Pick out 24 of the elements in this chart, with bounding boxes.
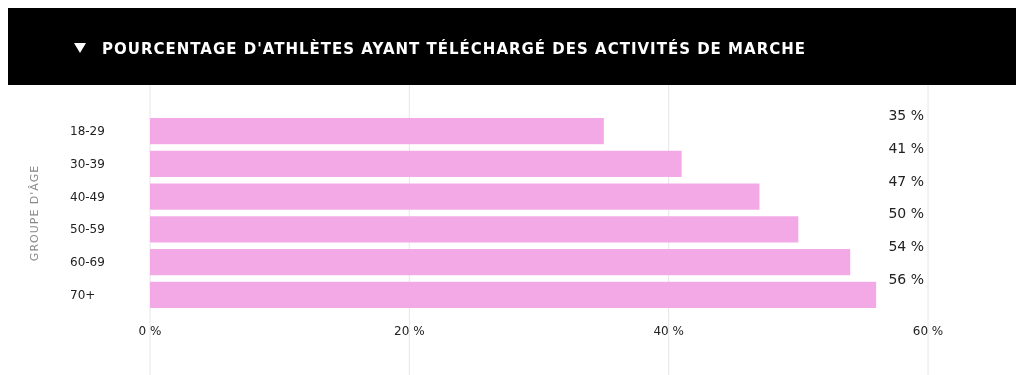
data-label: 50 % bbox=[888, 205, 924, 222]
x-tick-label: 0 % bbox=[138, 324, 162, 338]
data-label: 54 % bbox=[888, 238, 924, 255]
bar bbox=[150, 183, 760, 210]
bar bbox=[150, 249, 851, 276]
chart-title: POURCENTAGE D'ATHLÈTES AYANT TÉLÉCHARGÉ DES ACTIVITÉS DE MARCHE bbox=[102, 39, 806, 58]
data-label: 56 % bbox=[888, 270, 924, 287]
x-tick-label: 40 % bbox=[653, 324, 684, 338]
x-tick-label: 60 % bbox=[912, 324, 944, 338]
bar bbox=[150, 118, 604, 145]
bar bbox=[150, 216, 799, 243]
bar bbox=[150, 150, 682, 177]
bar bbox=[150, 281, 877, 308]
y-tick-label: 50-59 bbox=[70, 222, 105, 237]
y-tick-label: 60-69 bbox=[70, 255, 105, 270]
y-tick-label: 70+ bbox=[70, 287, 96, 302]
data-label: 35 % bbox=[888, 107, 924, 123]
y-tick-label: 30-39 bbox=[70, 156, 105, 171]
y-axis-title: GROUPE D'ÂGE bbox=[28, 164, 41, 262]
y-tick-label: 40-49 bbox=[70, 189, 105, 204]
data-label: 47 % bbox=[888, 172, 924, 189]
data-label: 41 % bbox=[888, 139, 924, 156]
x-tick-label: 20 % bbox=[394, 324, 425, 338]
y-tick-label: 18-29 bbox=[70, 124, 105, 139]
